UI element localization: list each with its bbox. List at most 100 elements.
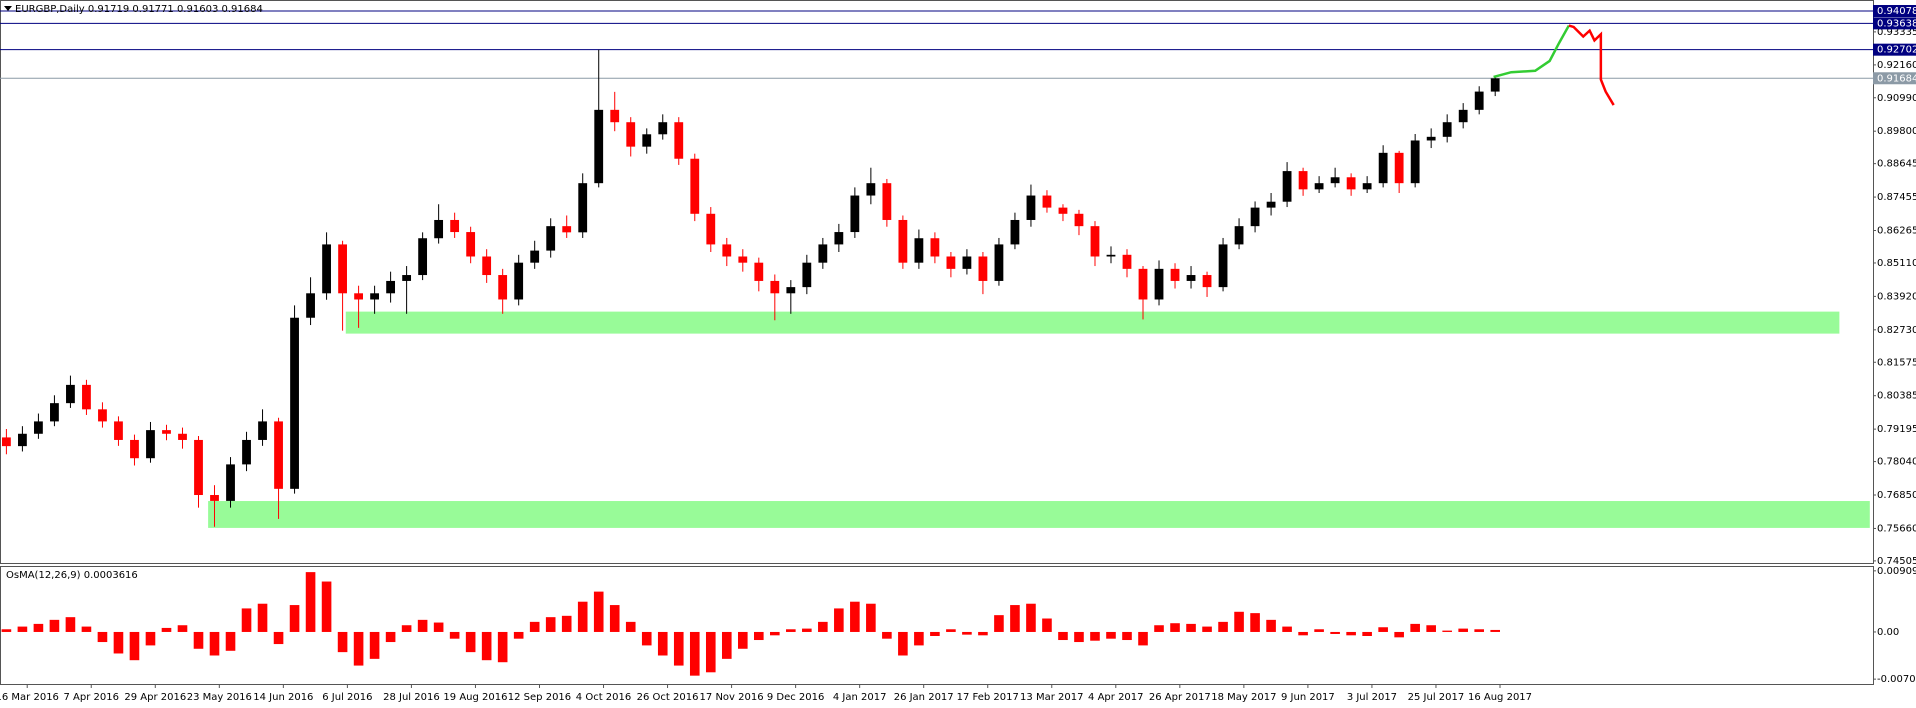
candle-body	[754, 262, 764, 281]
osma-bar	[433, 622, 444, 632]
osma-bar	[129, 631, 140, 661]
osma-bar	[994, 615, 1004, 632]
y-tick-label: 0.85110	[1877, 258, 1916, 269]
osma-bar	[1282, 626, 1292, 632]
osma-bar	[369, 631, 380, 659]
osma-bar	[609, 605, 620, 632]
osma-bar	[786, 629, 796, 632]
osma-bar	[657, 631, 668, 656]
candle-body	[898, 219, 908, 263]
x-tick-label: 26 Oct 2016	[637, 692, 699, 703]
candle-body	[1122, 254, 1132, 269]
osma-bar	[1058, 631, 1068, 641]
candle-body	[50, 403, 59, 422]
osma-bar	[1234, 611, 1244, 632]
candle-body	[802, 262, 812, 288]
osma-bar	[209, 631, 220, 656]
candle-body	[226, 464, 235, 501]
osma-bar	[529, 621, 540, 632]
candle-body	[530, 250, 540, 263]
candle-body	[466, 232, 476, 257]
candle-body	[578, 183, 588, 233]
candle-body	[562, 226, 572, 233]
osma-bar	[1394, 631, 1404, 638]
candle-body	[1442, 122, 1452, 137]
osma-bar	[1266, 619, 1276, 632]
support-zone	[345, 311, 1840, 334]
y-tick-label: 0.90990	[1877, 93, 1916, 104]
candle-body	[18, 433, 27, 447]
osma-bar	[1186, 623, 1196, 632]
candle-body	[162, 430, 171, 434]
osma-bar	[497, 631, 508, 663]
x-tick-label: 16 Aug 2017	[1468, 692, 1532, 703]
candle-body	[34, 421, 43, 434]
x-tick-label: 7 Apr 2016	[64, 692, 119, 703]
osma-bar	[577, 601, 588, 632]
candle-body	[242, 439, 251, 465]
candle-body	[498, 275, 508, 300]
osma-bar	[1490, 629, 1501, 632]
y-tick-label: 0.75660	[1877, 523, 1916, 534]
osma-bar	[273, 631, 284, 645]
osma-bar	[898, 631, 908, 656]
osma-bar	[145, 631, 156, 646]
candle-body	[1218, 244, 1228, 288]
y-tick-label: 0.81575	[1877, 357, 1916, 368]
candle-body	[738, 256, 748, 263]
candle-body	[834, 232, 844, 245]
x-tick-label: 28 Jul 2016	[383, 692, 440, 703]
y-tick-label: 0.78040	[1877, 457, 1916, 468]
osma-bar	[625, 621, 636, 632]
candle-body	[1378, 152, 1388, 184]
osma-bar	[1250, 613, 1260, 632]
osma-bar	[353, 631, 364, 666]
y-tick-label: 0.93335	[1877, 27, 1916, 38]
support-zone	[208, 501, 1870, 528]
candle-body	[370, 293, 380, 300]
candle-body	[786, 287, 796, 294]
osma-bar	[721, 631, 732, 659]
candle-body	[946, 256, 956, 269]
menu-arrow[interactable]	[4, 6, 12, 11]
y-tick-label: 0.92160	[1877, 60, 1916, 71]
osma-bar	[930, 631, 940, 636]
y-tick-label: 0.82730	[1877, 325, 1916, 336]
x-tick-label: 4 Jan 2017	[833, 692, 887, 703]
osma-bar	[1106, 631, 1116, 639]
x-tick-label: 14 Jun 2016	[253, 692, 313, 703]
osma-bar	[882, 631, 892, 639]
level-tag	[1873, 72, 1916, 85]
candle-body	[482, 256, 492, 276]
osma-bar	[225, 631, 236, 651]
candle-body	[770, 280, 780, 294]
forecast-line	[1568, 24, 1615, 106]
osma-bar	[1090, 631, 1100, 641]
osma-bar	[1042, 618, 1052, 632]
candle-body	[1298, 171, 1308, 190]
candle-body	[434, 219, 444, 239]
osma-bar	[1458, 628, 1468, 632]
x-tick-label: 9 Dec 2016	[767, 692, 825, 703]
candle-body	[1266, 201, 1276, 208]
osma-bar	[737, 631, 748, 649]
candle-body	[338, 244, 347, 294]
osma-bar	[1218, 621, 1228, 632]
osma-bar	[705, 631, 716, 673]
x-tick-label: 23 May 2016	[187, 692, 252, 703]
osma-bar	[818, 621, 828, 632]
x-tick-label: 25 Jul 2017	[1408, 692, 1465, 703]
osma-bar	[850, 601, 860, 632]
x-tick-label: 26 Apr 2017	[1149, 692, 1211, 703]
candle-body	[1250, 207, 1260, 227]
x-tick-label: 12 Sep 2016	[508, 692, 571, 703]
x-tick-label: 26 Jan 2017	[894, 692, 954, 703]
candle-body	[146, 430, 155, 459]
osma-bar	[1378, 627, 1388, 632]
level-tag	[1873, 43, 1916, 56]
chart-title: EURGBP,Daily 0.91719 0.91771 0.91603 0.9…	[15, 4, 263, 15]
candle-body	[306, 293, 315, 318]
candle-body	[658, 122, 668, 135]
x-tick-label: 6 Jul 2016	[322, 692, 372, 703]
x-tick-label: 16 Mar 2016	[0, 692, 59, 703]
